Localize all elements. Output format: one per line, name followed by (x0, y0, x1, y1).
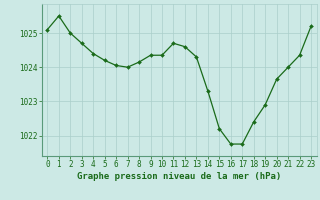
X-axis label: Graphe pression niveau de la mer (hPa): Graphe pression niveau de la mer (hPa) (77, 172, 281, 181)
